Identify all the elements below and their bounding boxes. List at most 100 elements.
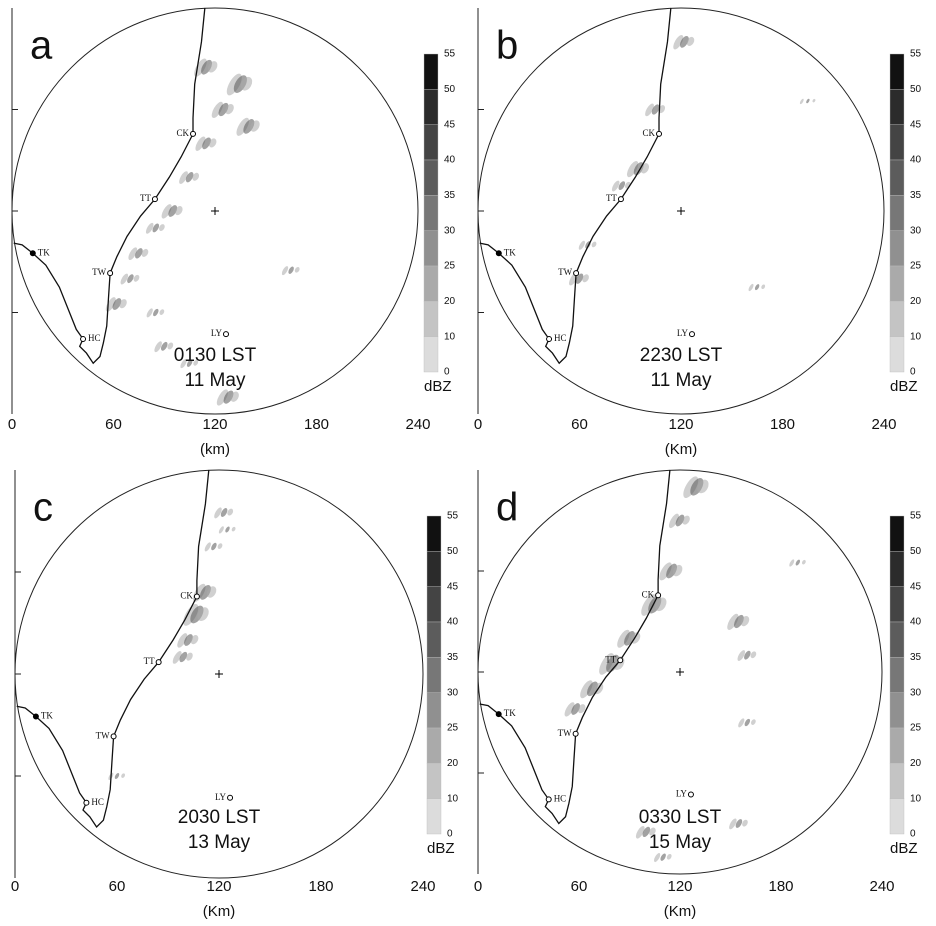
echo xyxy=(192,172,200,181)
echo xyxy=(729,818,737,830)
echo xyxy=(227,508,234,516)
station-label: CK xyxy=(176,128,189,138)
echo xyxy=(236,117,250,136)
station-label: HC xyxy=(554,333,567,343)
echo xyxy=(666,853,672,860)
colorbar-band xyxy=(423,124,439,161)
station-label: TT xyxy=(140,193,151,203)
echo xyxy=(207,61,218,73)
colorbar-tick-label: 35 xyxy=(910,652,922,663)
station-marker xyxy=(151,196,158,203)
echo xyxy=(135,248,143,259)
station-label: TW xyxy=(558,728,572,738)
echo xyxy=(682,515,690,525)
echo xyxy=(119,299,127,309)
echo xyxy=(799,98,804,105)
colorbar-band xyxy=(423,301,439,337)
colorbar-tick-label: 55 xyxy=(910,511,922,522)
colorbar-tick-label: 40 xyxy=(910,617,922,628)
colorbar-tick-label: 10 xyxy=(444,331,456,342)
echo xyxy=(243,119,255,134)
range-ring xyxy=(477,469,883,875)
echo xyxy=(153,308,159,317)
echo xyxy=(190,635,199,645)
colorbar-tick-label: 20 xyxy=(910,758,922,769)
radar-panel: CK TT TK TW HC LY d 0330 LST 15 May 0 60 120 180 240 (… xyxy=(474,469,922,920)
x-tick-label: 120 xyxy=(202,416,227,433)
colorbar-band xyxy=(426,798,442,835)
echo xyxy=(179,171,188,184)
colorbar-unit: dBZ xyxy=(890,840,918,857)
echo xyxy=(112,298,122,310)
echo xyxy=(180,359,187,369)
echo xyxy=(231,526,236,532)
echo xyxy=(740,616,750,627)
echo xyxy=(675,514,685,527)
echo xyxy=(121,773,126,778)
echo xyxy=(204,542,211,552)
echo xyxy=(801,559,806,565)
colorbar-tick-label: 0 xyxy=(447,829,453,840)
echo xyxy=(174,206,183,216)
colorbar-tick-label: 50 xyxy=(444,84,456,95)
x-tick-label: 240 xyxy=(871,416,896,433)
echo xyxy=(218,526,224,534)
echo xyxy=(742,819,748,827)
station-marker xyxy=(110,733,117,740)
echo xyxy=(624,631,635,646)
echo xyxy=(582,274,589,283)
x-tick-label: 0 xyxy=(474,878,482,895)
station-marker xyxy=(29,250,36,257)
colorbar-band xyxy=(426,551,442,587)
colorbar-band xyxy=(889,692,905,729)
colorbar-band xyxy=(423,53,439,90)
echo xyxy=(735,819,743,828)
station-label: HC xyxy=(554,793,567,803)
station-label: CK xyxy=(642,589,655,599)
station-marker xyxy=(190,130,197,137)
echo xyxy=(580,680,593,699)
echo xyxy=(697,479,709,494)
echo xyxy=(626,160,639,178)
x-tick-label: 60 xyxy=(105,416,122,433)
colorbar-tick-label: 0 xyxy=(910,367,916,378)
colorbar-band xyxy=(889,727,905,764)
echo xyxy=(288,266,294,274)
colorbar-tick-label: 50 xyxy=(447,546,459,557)
colorbar-band xyxy=(426,657,442,693)
echo xyxy=(633,162,644,176)
station-label: LY xyxy=(677,328,689,338)
time-label: 2230 LST xyxy=(640,345,723,366)
colorbar-tick-label: 45 xyxy=(910,119,922,130)
echo xyxy=(218,102,229,117)
colorbar-band xyxy=(889,301,905,337)
colorbar-band xyxy=(423,159,439,196)
colorbar-unit: dBZ xyxy=(424,378,452,395)
colorbar-band xyxy=(426,692,442,729)
echo xyxy=(211,101,224,119)
station-marker xyxy=(545,796,552,803)
echo xyxy=(577,704,586,714)
colorbar-tick-label: 45 xyxy=(910,581,922,592)
echo xyxy=(564,702,575,717)
x-tick-label: 240 xyxy=(410,878,435,895)
echo xyxy=(737,650,746,661)
range-ring xyxy=(11,7,419,415)
echo xyxy=(250,120,260,132)
panel-letter: c xyxy=(33,486,53,530)
echo xyxy=(659,562,672,581)
station-marker xyxy=(495,711,502,718)
station-marker xyxy=(107,270,114,277)
echo xyxy=(240,76,253,91)
colorbar-band xyxy=(889,195,905,231)
echo xyxy=(571,703,580,715)
coastline xyxy=(16,469,210,829)
echo xyxy=(651,104,660,115)
echo xyxy=(591,241,597,248)
coastline xyxy=(479,469,671,825)
x-axis-label: (km) xyxy=(200,441,230,458)
time-label: 0330 LST xyxy=(639,807,722,828)
colorbar-tick-label: 35 xyxy=(444,190,456,201)
echo xyxy=(154,341,162,353)
echo xyxy=(575,273,584,284)
